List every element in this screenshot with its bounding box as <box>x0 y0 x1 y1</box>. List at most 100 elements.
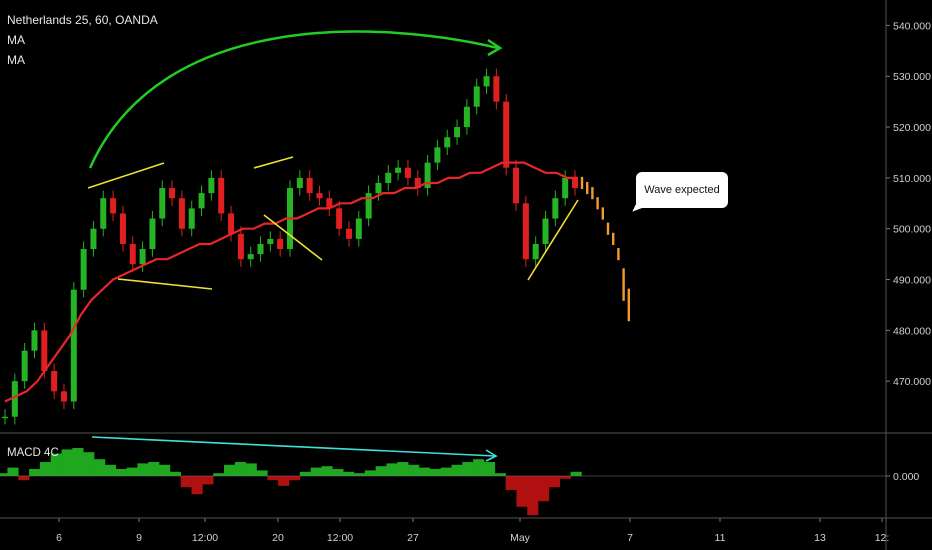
price-candle <box>21 350 28 382</box>
price-candle <box>463 106 470 128</box>
macd-bar <box>364 470 376 476</box>
pattern-trendline <box>87 162 165 189</box>
x-tick-label: May <box>510 532 531 544</box>
macd-bar <box>494 473 506 476</box>
x-tick-label: 6 <box>56 532 62 544</box>
macd-bar <box>72 448 84 476</box>
price-candle <box>11 381 18 417</box>
price-candle <box>129 243 136 265</box>
pattern-trendline <box>263 214 323 261</box>
macd-panel-label[interactable]: MACD 4C <box>7 447 59 459</box>
x-tick-label: 20 <box>272 532 284 544</box>
price-candle <box>316 193 323 199</box>
projection-bar <box>606 222 610 235</box>
y-tick-label: 480.000 <box>893 325 931 337</box>
y-tick-label: 540.000 <box>893 20 931 32</box>
price-candle <box>522 203 529 260</box>
macd-bar <box>224 464 236 476</box>
y-tick-label: 510.000 <box>893 173 931 185</box>
macd-bar <box>137 463 149 476</box>
price-candle <box>31 330 38 351</box>
macd-bar <box>408 464 420 476</box>
macd-bar <box>451 464 463 476</box>
macd-bar <box>267 476 279 481</box>
price-candle <box>119 213 126 244</box>
x-tick-label: 7 <box>627 532 633 544</box>
macd-bar <box>104 464 117 476</box>
price-candle <box>434 147 441 163</box>
macd-bar <box>386 463 398 476</box>
wave-expected-callout[interactable]: Wave expected <box>636 172 728 208</box>
macd-bar <box>289 476 301 481</box>
macd-bar <box>332 469 344 476</box>
moving-average-line <box>4 161 578 403</box>
projection-bar <box>601 207 604 220</box>
macd-bar <box>169 471 181 476</box>
price-candle <box>404 167 411 178</box>
macd-bar <box>310 467 322 476</box>
macd-bar <box>429 469 441 476</box>
price-candle <box>80 249 87 290</box>
price-candle <box>277 238 284 250</box>
x-tick-label: 12:00 <box>327 532 353 544</box>
macd-bar <box>538 476 550 502</box>
macd-bar <box>299 471 311 476</box>
price-candle <box>473 86 480 107</box>
macd-divergence-line <box>91 436 496 457</box>
price-candle <box>188 208 195 229</box>
ma-indicator-label[interactable]: MA <box>7 33 25 47</box>
macd-bar <box>126 467 138 476</box>
price-candle <box>375 182 382 194</box>
price-candle <box>424 162 431 189</box>
macd-bar <box>213 473 225 476</box>
price-candle <box>532 243 539 260</box>
projection-bar <box>622 268 625 301</box>
macd-bar <box>375 466 387 476</box>
ma-indicator-label-2[interactable]: MA <box>7 53 25 67</box>
y-tick-label: 490.000 <box>893 275 931 287</box>
price-candle <box>552 198 559 219</box>
price-candle <box>513 167 520 204</box>
macd-bar <box>39 462 52 476</box>
macd-bar <box>256 470 268 476</box>
macd-bar <box>0 473 8 476</box>
x-tick-label: 27 <box>407 532 419 544</box>
price-candle <box>306 177 313 194</box>
price-candle <box>355 218 362 239</box>
macd-bar <box>191 476 203 495</box>
price-candle <box>503 101 510 168</box>
macd-bar <box>343 471 355 476</box>
price-candle <box>385 172 392 183</box>
y-tick-label: 470.000 <box>893 376 931 388</box>
macd-bar <box>18 476 30 481</box>
macd-bar <box>570 471 582 476</box>
pattern-trendline <box>117 278 213 290</box>
macd-bar <box>516 476 528 507</box>
price-candle <box>454 127 461 138</box>
macd-bar <box>115 469 127 476</box>
macd-zero-label: 0.000 <box>893 471 919 483</box>
x-tick-label: 12: <box>875 532 890 544</box>
price-candle <box>90 228 97 250</box>
price-candle <box>345 228 352 239</box>
macd-bar <box>234 462 246 476</box>
x-tick-label: 13 <box>814 532 826 544</box>
price-candle <box>493 76 500 102</box>
macd-bar <box>278 476 290 486</box>
price-candle <box>562 177 569 199</box>
price-candle <box>365 193 372 219</box>
price-candle <box>2 416 8 419</box>
y-tick-label: 530.000 <box>893 71 931 83</box>
projection-bar <box>617 248 620 261</box>
price-candle <box>198 193 205 209</box>
pattern-trendline <box>527 199 579 281</box>
projection-bar <box>627 288 630 322</box>
projection-bar <box>612 232 615 245</box>
price-candle <box>70 289 77 402</box>
price-candle <box>336 208 343 229</box>
price-candle <box>51 371 58 392</box>
macd-bar <box>440 467 452 476</box>
macd-bar <box>483 462 496 476</box>
price-candle <box>218 177 225 214</box>
